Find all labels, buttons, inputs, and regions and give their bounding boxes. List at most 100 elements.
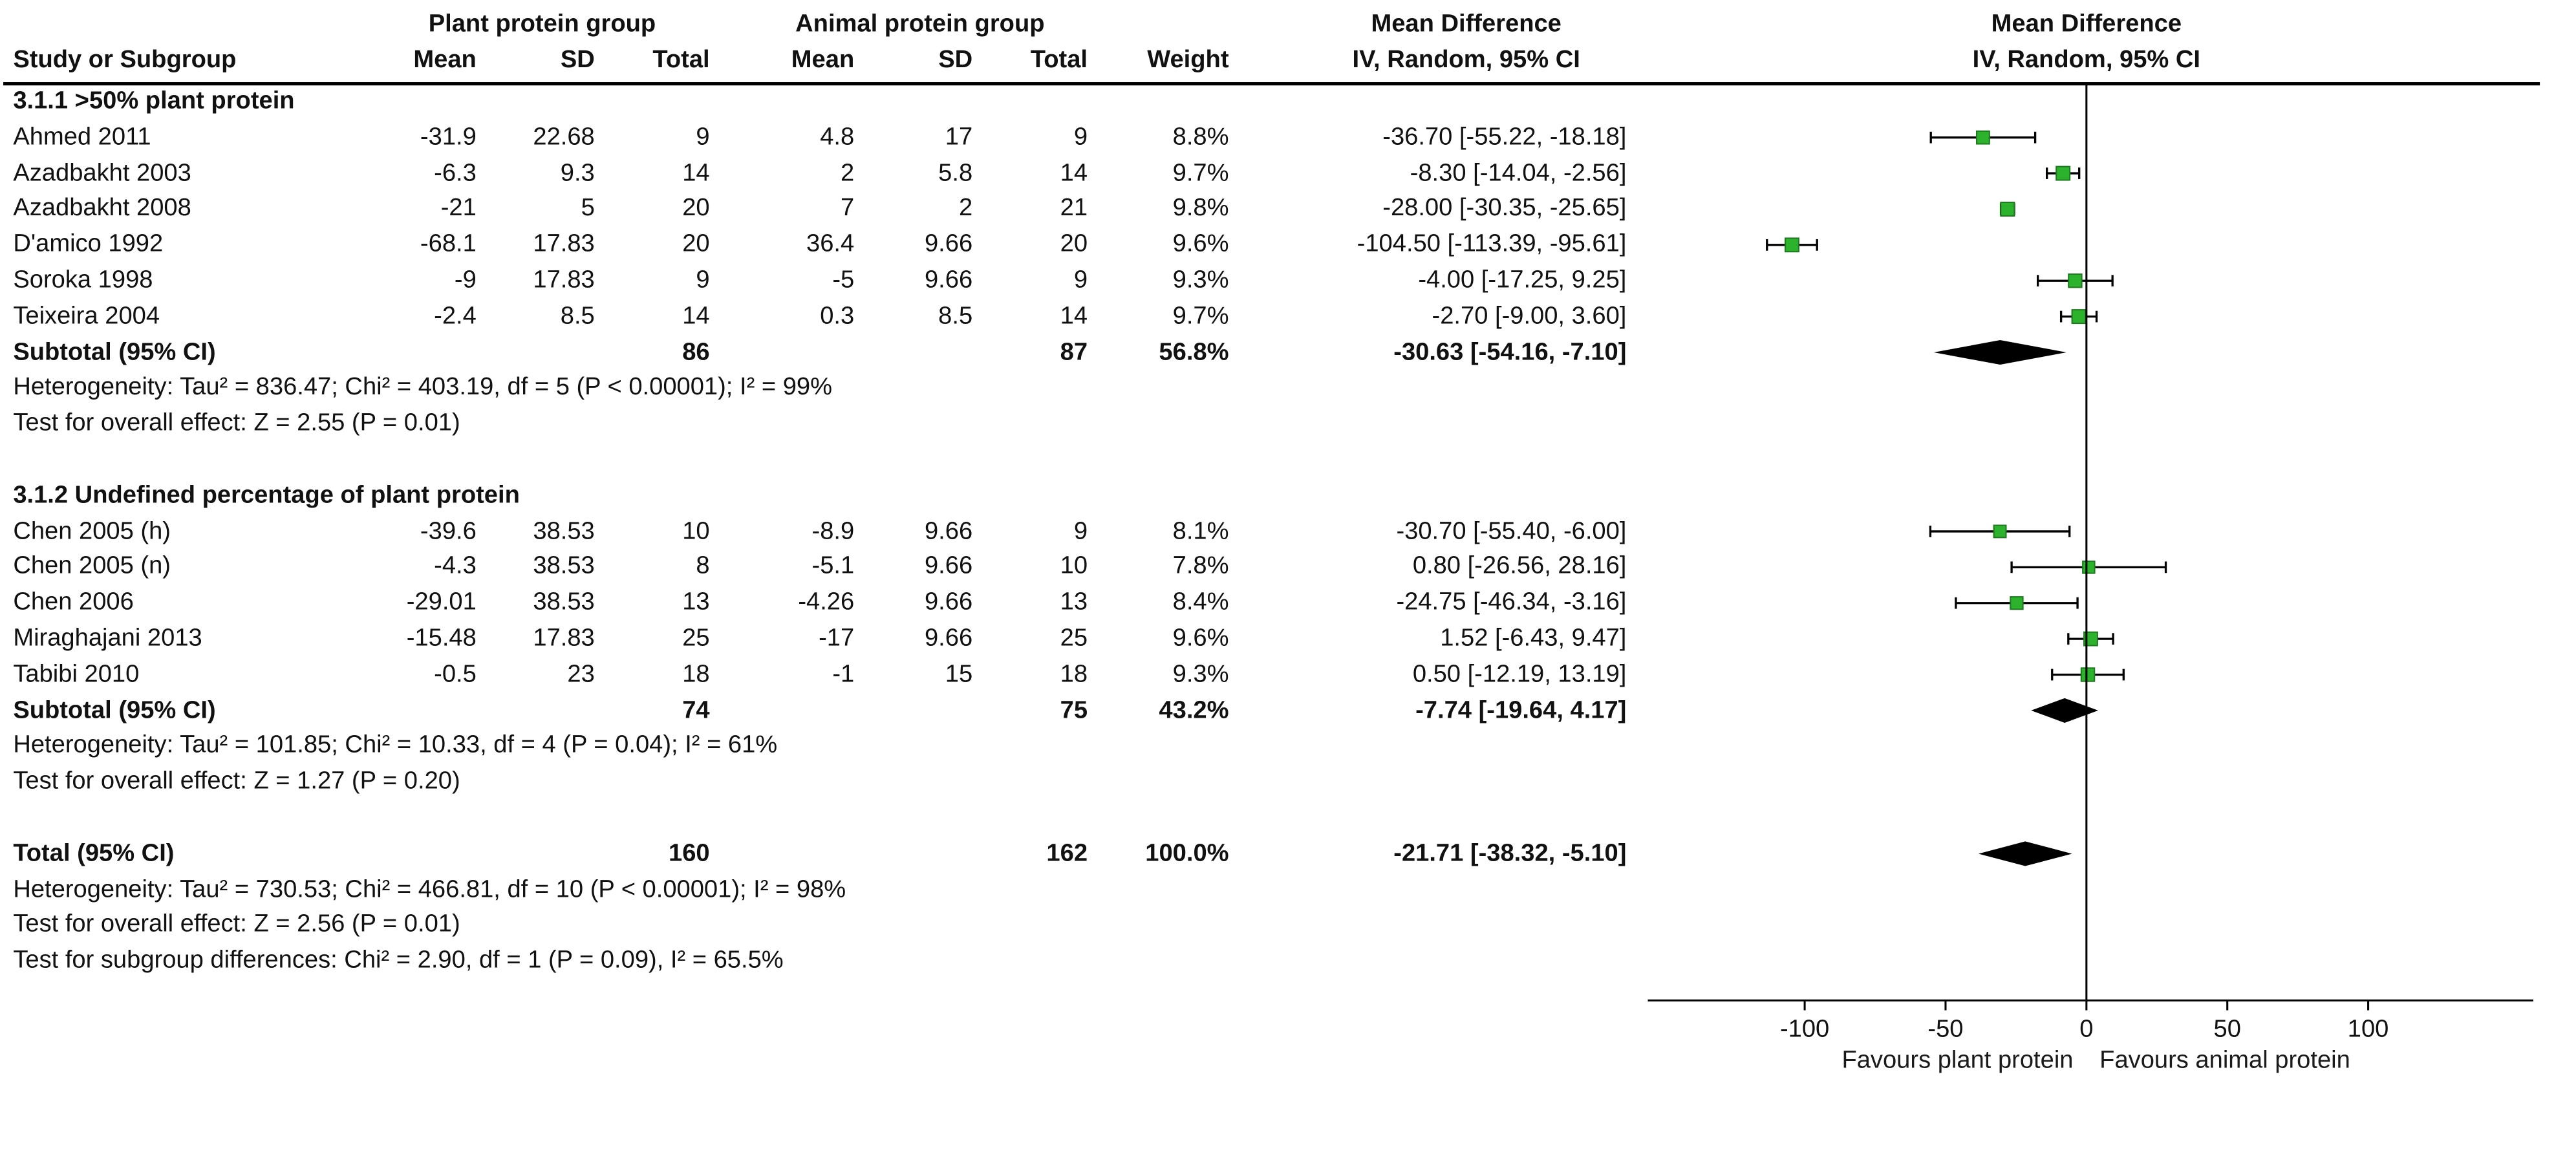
total2-value: 14	[1060, 301, 1088, 330]
sd1-value: 17.83	[533, 624, 595, 652]
mean1-value: -15.48	[406, 624, 477, 652]
total1-value: 14	[682, 301, 710, 330]
column-header-total1: Total	[652, 46, 710, 74]
md-ci-text-pooled: -30.63 [-54.16, -7.10]	[1393, 337, 1627, 366]
total1-value: 20	[682, 230, 710, 259]
md-ci-text: -2.70 [-9.00, 3.60]	[1432, 301, 1627, 330]
total-diamond	[1978, 841, 2072, 866]
total1-value: 9	[696, 123, 710, 151]
total1-value: 13	[682, 588, 710, 617]
sd2-value: 9.66	[924, 266, 973, 294]
column-header-method-text: IV, Random, 95% CI	[1352, 46, 1580, 74]
sd1-value: 38.53	[533, 517, 595, 545]
note-text: Heterogeneity: Tau² = 836.47; Chi² = 403…	[13, 373, 833, 401]
weight-value: 7.8%	[1172, 552, 1229, 581]
column-header-total2: Total	[1030, 46, 1088, 74]
column-header-sd1: SD	[560, 46, 595, 74]
md-ci-text: 1.52 [-6.43, 9.47]	[1440, 624, 1627, 652]
subtotal-label: Subtotal (95% CI)	[13, 337, 216, 366]
note-text: Heterogeneity: Tau² = 101.85; Chi² = 10.…	[13, 731, 778, 760]
weight-value: 9.8%	[1172, 194, 1229, 223]
total2-value: 25	[1060, 624, 1088, 652]
total2-value: 20	[1060, 230, 1088, 259]
total-label: Total (95% CI)	[13, 839, 175, 868]
study-name: D'amico 1992	[13, 230, 164, 259]
study-name: Chen 2006	[13, 588, 134, 617]
axis-tick-label: 100	[2348, 1015, 2389, 1042]
point-estimate-square	[2010, 596, 2024, 610]
mean1-value: -6.3	[434, 158, 477, 187]
total2-value: 18	[1060, 659, 1088, 689]
study-name: Miraghajani 2013	[13, 624, 202, 652]
md-ci-text: -24.75 [-46.34, -3.16]	[1396, 588, 1627, 617]
sd1-value: 23	[567, 659, 595, 689]
total2-sum: 87	[1060, 337, 1088, 366]
total2-sum: 75	[1060, 696, 1088, 724]
sd1-value: 9.3	[560, 158, 595, 187]
sd2-value: 9.66	[924, 624, 973, 652]
axis-tick-label: -50	[1927, 1015, 1963, 1042]
sd1-value: 8.5	[560, 301, 595, 330]
total1-sum: 160	[669, 839, 710, 868]
column-header-weight: Weight	[1147, 46, 1229, 74]
total1-value: 18	[682, 659, 710, 689]
total1-value: 25	[682, 624, 710, 652]
md-ci-text: -30.70 [-55.40, -6.00]	[1396, 517, 1627, 545]
mean1-value: -29.01	[406, 588, 477, 617]
mean1-value: -9	[454, 266, 477, 294]
header-divider-line	[3, 82, 2540, 85]
mean1-value: -31.9	[420, 123, 477, 151]
study-name: Chen 2005 (n)	[13, 552, 171, 581]
total2-value: 9	[1073, 266, 1088, 294]
total2-sum: 162	[1046, 839, 1088, 868]
study-name: Chen 2005 (h)	[13, 517, 171, 545]
mean2-value: 7	[841, 194, 855, 223]
effect-text-header: Mean Difference	[1371, 10, 1562, 38]
mean2-value: -5.1	[811, 552, 855, 581]
weight-value: 9.7%	[1172, 301, 1229, 330]
sd1-value: 22.68	[533, 123, 595, 151]
point-estimate-square	[1976, 130, 1990, 145]
total2-value: 21	[1060, 194, 1088, 223]
study-name: Soroka 1998	[13, 266, 153, 294]
mean2-value: -17	[819, 624, 855, 652]
group2-header: Animal protein group	[795, 10, 1045, 38]
study-name: Ahmed 2011	[13, 123, 151, 151]
sd2-value: 9.66	[924, 517, 973, 545]
point-estimate-square	[2000, 201, 2015, 217]
md-ci-text-pooled: -21.71 [-38.32, -5.10]	[1393, 839, 1627, 868]
point-estimate-square	[2068, 273, 2083, 288]
md-ci-text: -8.30 [-14.04, -2.56]	[1410, 158, 1627, 187]
total1-value: 14	[682, 158, 710, 187]
weight-value: 9.6%	[1172, 230, 1229, 259]
subtotal-diamond	[1933, 339, 2066, 365]
md-ci-text: 0.80 [-26.56, 28.16]	[1412, 552, 1627, 581]
sd2-value: 9.66	[924, 552, 973, 581]
point-estimate-square	[2071, 309, 2087, 325]
study-name: Tabibi 2010	[13, 659, 140, 689]
sd1-value: 17.83	[533, 230, 595, 259]
sd2-value: 15	[945, 659, 973, 689]
sd1-value: 38.53	[533, 588, 595, 617]
sd2-value: 2	[958, 194, 973, 223]
total1-value: 20	[682, 194, 710, 223]
md-ci-text: 0.50 [-12.19, 13.19]	[1412, 659, 1627, 689]
mean2-value: 36.4	[806, 230, 855, 259]
sd1-value: 17.83	[533, 266, 595, 294]
axis-tick-label: -100	[1780, 1015, 1829, 1042]
note-text: Test for overall effect: Z = 2.55 (P = 0…	[13, 409, 460, 438]
weight-value: 9.6%	[1172, 624, 1229, 652]
total1-value: 10	[682, 517, 710, 545]
point-estimate-square	[2080, 667, 2096, 682]
md-ci-text: -28.00 [-30.35, -25.65]	[1382, 194, 1627, 223]
total2-value: 9	[1073, 517, 1088, 545]
mean2-value: -8.9	[811, 517, 855, 545]
study-name: Azadbakht 2008	[13, 194, 191, 223]
favours-left-label: Favours plant protein	[1841, 1046, 2074, 1075]
total2-value: 13	[1060, 588, 1088, 617]
weight-sum: 100.0%	[1145, 839, 1229, 868]
column-header-sd2: SD	[938, 46, 973, 74]
